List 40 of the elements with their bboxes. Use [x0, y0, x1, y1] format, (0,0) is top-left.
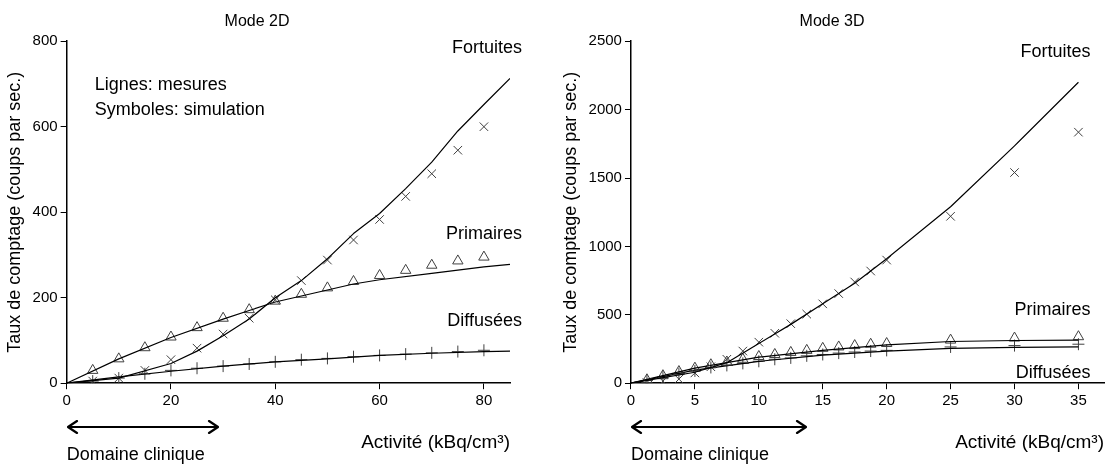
x-tick-label: 20: [162, 391, 180, 409]
chart-title: Mode 2D: [224, 12, 290, 30]
series-label: Diffusées: [1015, 361, 1091, 382]
x-tick-label: 80: [475, 391, 493, 409]
y-tick-label: 800: [32, 31, 58, 49]
series-label: Diffusées: [447, 310, 522, 331]
text: Domaine clinique: [66, 444, 205, 465]
annotation: Lignes: mesures: [94, 74, 227, 95]
x-tick-label: 60: [371, 391, 388, 409]
x-axis-title: Activité (kBq/cm³): [361, 430, 510, 452]
x-tick-label: 0: [62, 391, 71, 409]
y-tick-label: 1500: [588, 168, 622, 186]
annotation: Symboles: simulation: [94, 99, 265, 120]
x-tick-label: 0: [626, 391, 636, 409]
y-tick-label: 1000: [588, 236, 622, 254]
series-label: Primaires: [1014, 299, 1091, 320]
y-tick-label: 400: [32, 202, 58, 220]
x-tick-label: 40: [266, 391, 284, 409]
text: Domaine clinique: [630, 444, 770, 465]
y-tick-label: 200: [32, 287, 58, 305]
x-tick-label: 5: [690, 391, 700, 409]
y-tick-label: 0: [613, 373, 622, 391]
series-label: Fortuites: [451, 37, 522, 58]
x-tick-label: 20: [878, 391, 896, 409]
x-tick-label: 25: [942, 391, 959, 409]
y-axis-title: Taux de comptage (coups par sec.): [3, 71, 24, 353]
x-tick-label: 15: [814, 391, 832, 409]
y-tick-label: 500: [596, 304, 622, 322]
series-label: Fortuites: [1020, 41, 1091, 62]
y-tick-label: 2000: [588, 99, 622, 117]
x-tick-label: 30: [1006, 391, 1023, 409]
x-tick-label: 10: [750, 391, 768, 409]
chart-title: Mode 3D: [799, 12, 865, 30]
y-tick-label: 2500: [588, 31, 622, 49]
x-tick-label: 35: [1070, 391, 1087, 409]
x-axis-title: Activité (kBq/cm³): [955, 430, 1104, 452]
y-tick-label: 600: [32, 116, 58, 134]
y-axis-title: Taux de comptage (coups par sec.): [559, 71, 580, 353]
y-tick-label: 0: [49, 373, 58, 391]
series-label: Primaires: [445, 223, 522, 244]
